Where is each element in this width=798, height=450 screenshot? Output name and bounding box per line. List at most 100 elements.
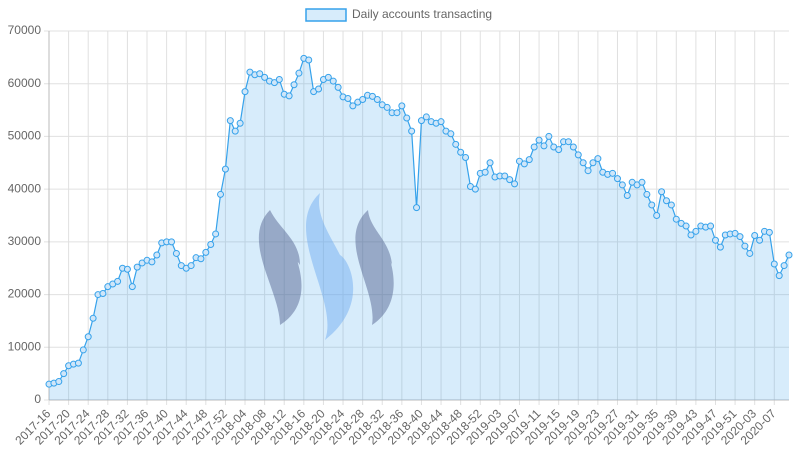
point bbox=[187, 262, 195, 270]
point bbox=[545, 132, 553, 140]
point bbox=[60, 370, 68, 378]
point bbox=[643, 190, 651, 198]
point bbox=[114, 277, 122, 285]
point bbox=[403, 114, 411, 122]
point bbox=[530, 143, 538, 151]
point bbox=[506, 176, 514, 184]
point bbox=[197, 255, 205, 263]
point bbox=[613, 175, 621, 183]
point bbox=[707, 222, 715, 230]
point bbox=[648, 201, 656, 209]
point bbox=[471, 185, 479, 193]
y-tick-label: 30000 bbox=[8, 234, 42, 248]
point bbox=[99, 290, 107, 298]
point bbox=[315, 85, 323, 93]
point bbox=[623, 191, 631, 199]
point bbox=[393, 109, 401, 117]
point bbox=[241, 88, 249, 96]
point bbox=[422, 113, 430, 121]
point bbox=[731, 229, 739, 237]
watermark-logo bbox=[258, 193, 394, 340]
point bbox=[128, 283, 136, 291]
point bbox=[594, 155, 602, 163]
point bbox=[716, 243, 724, 251]
y-tick-label: 20000 bbox=[8, 287, 42, 301]
point bbox=[373, 96, 381, 104]
point bbox=[212, 230, 220, 238]
point bbox=[437, 118, 445, 126]
point bbox=[74, 359, 82, 367]
point bbox=[511, 180, 519, 188]
point bbox=[305, 56, 313, 64]
point bbox=[579, 159, 587, 167]
point bbox=[486, 159, 494, 167]
point bbox=[168, 238, 176, 246]
point bbox=[780, 262, 788, 270]
point bbox=[525, 156, 533, 164]
point bbox=[217, 190, 225, 198]
point bbox=[569, 143, 577, 151]
point bbox=[584, 167, 592, 175]
point bbox=[417, 117, 425, 125]
y-tick-label: 70000 bbox=[8, 23, 42, 37]
logo-wave bbox=[355, 210, 394, 325]
point bbox=[344, 94, 352, 102]
point bbox=[172, 249, 180, 257]
point bbox=[123, 265, 131, 273]
point bbox=[202, 248, 210, 256]
point bbox=[55, 378, 63, 386]
point bbox=[261, 73, 269, 81]
point bbox=[535, 136, 543, 144]
point bbox=[324, 73, 332, 81]
point bbox=[383, 103, 391, 111]
point bbox=[290, 81, 298, 89]
point bbox=[231, 127, 239, 135]
point bbox=[555, 146, 563, 154]
point bbox=[329, 77, 337, 85]
y-tick-label: 40000 bbox=[8, 181, 42, 195]
point bbox=[687, 231, 695, 239]
point bbox=[349, 102, 357, 110]
point bbox=[711, 236, 719, 244]
point bbox=[775, 272, 783, 280]
logo-wave bbox=[306, 193, 354, 340]
point bbox=[153, 251, 161, 259]
point bbox=[658, 188, 666, 196]
point bbox=[662, 197, 670, 205]
y-tick-label: 10000 bbox=[8, 339, 42, 353]
point bbox=[457, 148, 465, 156]
point bbox=[447, 130, 455, 138]
point bbox=[609, 169, 617, 177]
point bbox=[270, 79, 278, 87]
point bbox=[285, 92, 293, 100]
y-tick-label: 60000 bbox=[8, 76, 42, 90]
legend-swatch bbox=[305, 8, 347, 22]
point bbox=[574, 151, 582, 159]
point bbox=[540, 142, 548, 150]
point bbox=[741, 242, 749, 250]
point bbox=[408, 127, 416, 135]
point bbox=[770, 260, 778, 268]
point bbox=[398, 102, 406, 110]
point bbox=[765, 228, 773, 236]
point bbox=[751, 232, 759, 240]
point bbox=[692, 227, 700, 235]
point bbox=[84, 333, 92, 341]
area bbox=[49, 58, 789, 400]
point bbox=[746, 249, 754, 257]
point bbox=[207, 240, 215, 248]
point bbox=[736, 233, 744, 241]
point bbox=[413, 204, 421, 212]
point bbox=[368, 92, 376, 100]
point bbox=[785, 251, 793, 259]
y-tick-label: 0 bbox=[34, 392, 41, 406]
point bbox=[756, 236, 764, 244]
point bbox=[501, 172, 509, 180]
point bbox=[295, 69, 303, 77]
point bbox=[334, 83, 342, 91]
point bbox=[226, 117, 234, 125]
point bbox=[221, 165, 229, 173]
point bbox=[618, 181, 626, 189]
point bbox=[481, 168, 489, 176]
